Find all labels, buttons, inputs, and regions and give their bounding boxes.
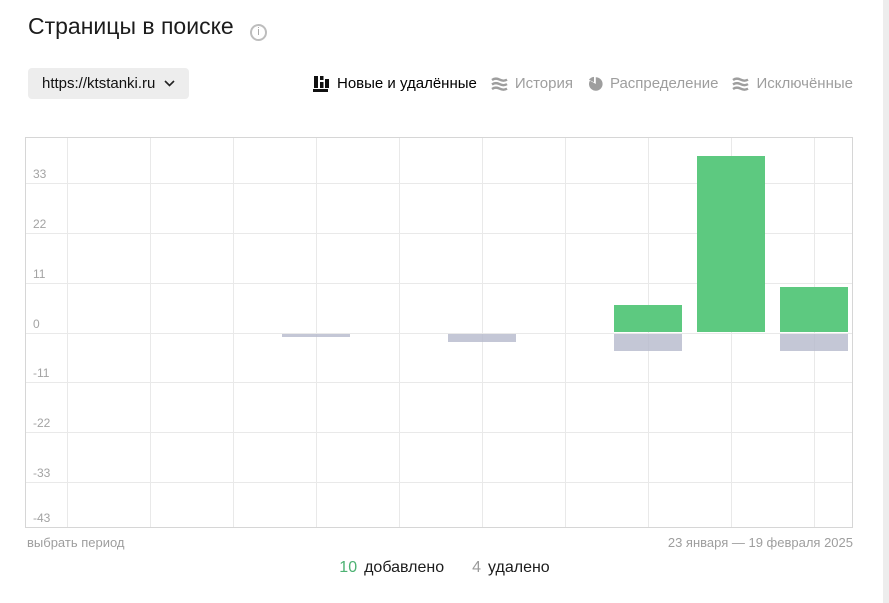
tab-label: Распределение	[609, 75, 719, 92]
y-axis-tick-label: 22	[33, 216, 47, 231]
chevron-down-icon	[164, 80, 175, 87]
tab-new-and-removed[interactable]: Новые и удалённые	[313, 75, 477, 92]
y-axis-tick-label: 0	[33, 316, 40, 331]
summary: 10 добавлено 4 удалено	[0, 559, 889, 577]
bar-chart-icon	[313, 75, 330, 92]
host-selector[interactable]: https://ktstanki.ru	[28, 68, 190, 99]
tab-distribution[interactable]: Распределение	[587, 75, 719, 92]
info-icon[interactable]	[250, 24, 267, 41]
view-tabs: Новые и удалённые История Распределение	[313, 68, 853, 99]
y-axis-tick-label: -11	[33, 366, 50, 381]
horizontal-gridline	[26, 481, 852, 483]
tab-label: Новые и удалённые	[337, 75, 477, 92]
added-bar[interactable]	[696, 156, 765, 333]
added-label: добавлено	[364, 559, 445, 576]
scrollbar-track[interactable]	[883, 0, 889, 603]
removed-summary: 4 удалено	[472, 559, 550, 577]
added-bar[interactable]	[780, 287, 848, 333]
pie-chart-icon	[587, 76, 603, 92]
added-count: 10	[339, 559, 358, 576]
y-axis-tick-label: -33	[33, 465, 51, 480]
period-range-label: 23 января — 19 февраля 2025	[667, 535, 853, 550]
tab-history[interactable]: История	[491, 75, 573, 92]
y-axis-tick-label: 11	[33, 266, 46, 281]
removed-bar[interactable]	[613, 333, 682, 351]
tab-label: Исключённые	[756, 75, 853, 92]
tab-excluded[interactable]: Исключённые	[732, 75, 853, 92]
host-selector-value: https://ktstanki.ru	[42, 75, 156, 92]
chart: 33 22 11 0 -11 -22 -33 -43	[25, 137, 853, 528]
removed-count: 4	[472, 559, 482, 576]
horizontal-gridline	[26, 183, 852, 185]
removed-label: удалено	[488, 559, 550, 576]
horizontal-gridline	[26, 382, 852, 384]
waves-icon	[732, 76, 750, 91]
added-summary: 10 добавлено	[339, 559, 444, 577]
horizontal-gridline	[26, 282, 852, 284]
plot-area: 33 22 11 0 -11 -22 -33 -43	[26, 138, 852, 527]
horizontal-gridline	[26, 232, 852, 234]
removed-bar[interactable]	[448, 333, 517, 342]
y-axis-tick-label: -43	[33, 511, 51, 525]
horizontal-gridline	[26, 432, 852, 433]
page-title: Страницы в поиске	[28, 13, 234, 39]
horizontal-gridline	[26, 332, 852, 334]
waves-icon	[491, 76, 508, 91]
y-axis-tick-label: 33	[33, 167, 47, 182]
removed-bar[interactable]	[780, 333, 848, 351]
select-period-link[interactable]: выбрать период	[27, 535, 125, 550]
removed-bar[interactable]	[282, 333, 350, 338]
tab-label: История	[514, 75, 573, 92]
y-axis-tick-label: -22	[33, 416, 51, 430]
added-bar[interactable]	[613, 305, 682, 333]
